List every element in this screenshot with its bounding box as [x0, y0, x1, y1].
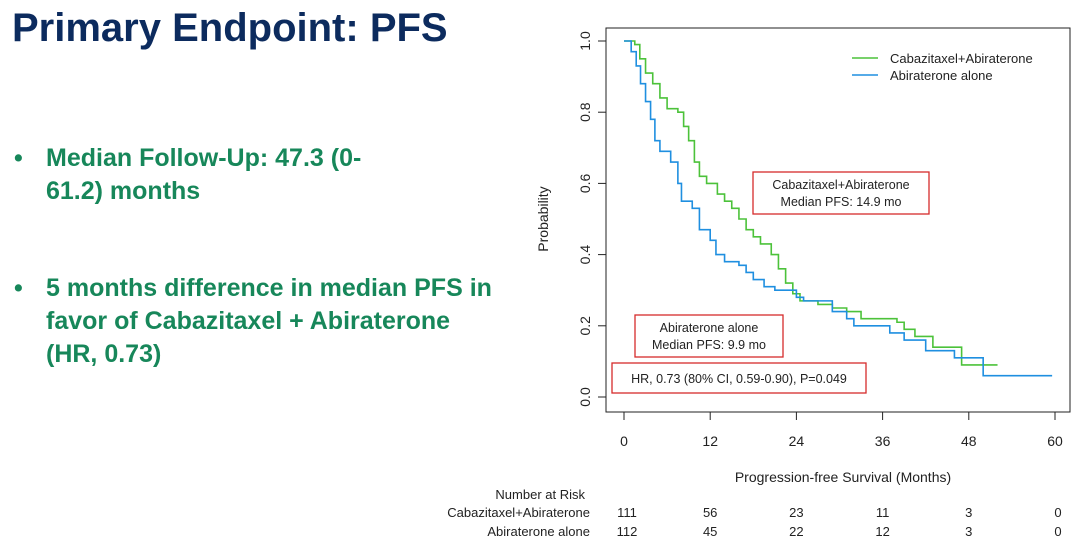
y-axis-label: Probability [535, 186, 551, 251]
annotation-box [634, 314, 784, 358]
y-tick-label: 0.0 [577, 387, 593, 407]
x-tick-label: 48 [961, 433, 977, 449]
x-tick-label: 36 [875, 433, 891, 449]
annotation-box [752, 171, 930, 215]
annotation-box [611, 362, 867, 394]
bullet-text: Median Follow-Up: 47.3 (0-61.2) months [46, 144, 362, 205]
y-tick-label: 1.0 [577, 31, 593, 51]
bullet-difference: • 5 months difference in median PFS in fa… [14, 272, 494, 371]
risk-count: 45 [703, 524, 717, 539]
risk-count: 3 [965, 505, 972, 520]
slide-title: Primary Endpoint: PFS [12, 6, 448, 50]
risk-count: 0 [1054, 505, 1061, 520]
risk-count: 22 [789, 524, 803, 539]
x-tick-label: 12 [702, 433, 718, 449]
km-curve-cabazitaxel [624, 40, 998, 366]
y-tick-label: 0.4 [577, 245, 593, 265]
risk-count: 111 [617, 505, 637, 520]
bullet-marker: • [14, 144, 23, 172]
bullet-text: 5 months difference in median PFS in fav… [46, 274, 492, 368]
risk-count: 112 [617, 524, 638, 539]
risk-count: 23 [789, 505, 803, 520]
km-curve-abiraterone [624, 40, 1053, 377]
annotation-text: Median PFS: 14.9 mo [781, 195, 902, 209]
annotation-text: Cabazitaxel+Abiraterone [772, 178, 909, 192]
annotation-text: HR, 0.73 (80% CI, 0.59-0.90), P=0.049 [631, 372, 847, 386]
x-axis-label: Progression-free Survival (Months) [735, 469, 951, 485]
risk-count: 3 [965, 524, 972, 539]
y-tick-label: 0.6 [577, 173, 593, 193]
risk-row-label: Abiraterone alone [487, 524, 590, 539]
annotation-text: Median PFS: 9.9 mo [652, 338, 766, 352]
y-tick-label: 0.2 [577, 316, 593, 336]
risk-row-label: Cabazitaxel+Abiraterone [447, 505, 590, 520]
plot-frame [605, 27, 1071, 413]
bullet-follow-up: • Median Follow-Up: 47.3 (0-61.2) months [14, 142, 414, 208]
x-tick-label: 0 [620, 433, 628, 449]
x-tick-label: 24 [789, 433, 805, 449]
legend-label: Cabazitaxel+Abiraterone [890, 51, 1033, 66]
annotation-text: Abiraterone alone [660, 321, 759, 335]
risk-table-title: Number at Risk [495, 487, 585, 502]
risk-count: 56 [703, 505, 717, 520]
risk-count: 0 [1054, 524, 1061, 539]
risk-count: 12 [875, 524, 889, 539]
risk-count: 11 [876, 505, 890, 520]
legend-label: Abiraterone alone [890, 68, 993, 83]
y-tick-label: 0.8 [577, 102, 593, 122]
x-tick-label: 60 [1047, 433, 1063, 449]
bullet-marker: • [14, 274, 23, 302]
